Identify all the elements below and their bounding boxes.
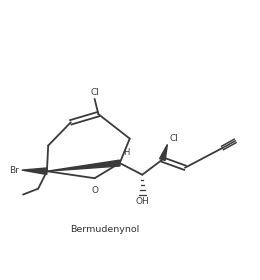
Text: Br: Br (9, 165, 19, 174)
Polygon shape (22, 168, 47, 174)
Text: Bermudenynol: Bermudenynol (70, 225, 139, 234)
Text: OH: OH (135, 197, 149, 206)
Polygon shape (47, 160, 120, 171)
Text: H: H (123, 148, 129, 157)
Text: Cl: Cl (90, 88, 99, 97)
Text: Cl: Cl (169, 134, 178, 143)
Text: O: O (91, 186, 98, 195)
Polygon shape (160, 144, 167, 160)
